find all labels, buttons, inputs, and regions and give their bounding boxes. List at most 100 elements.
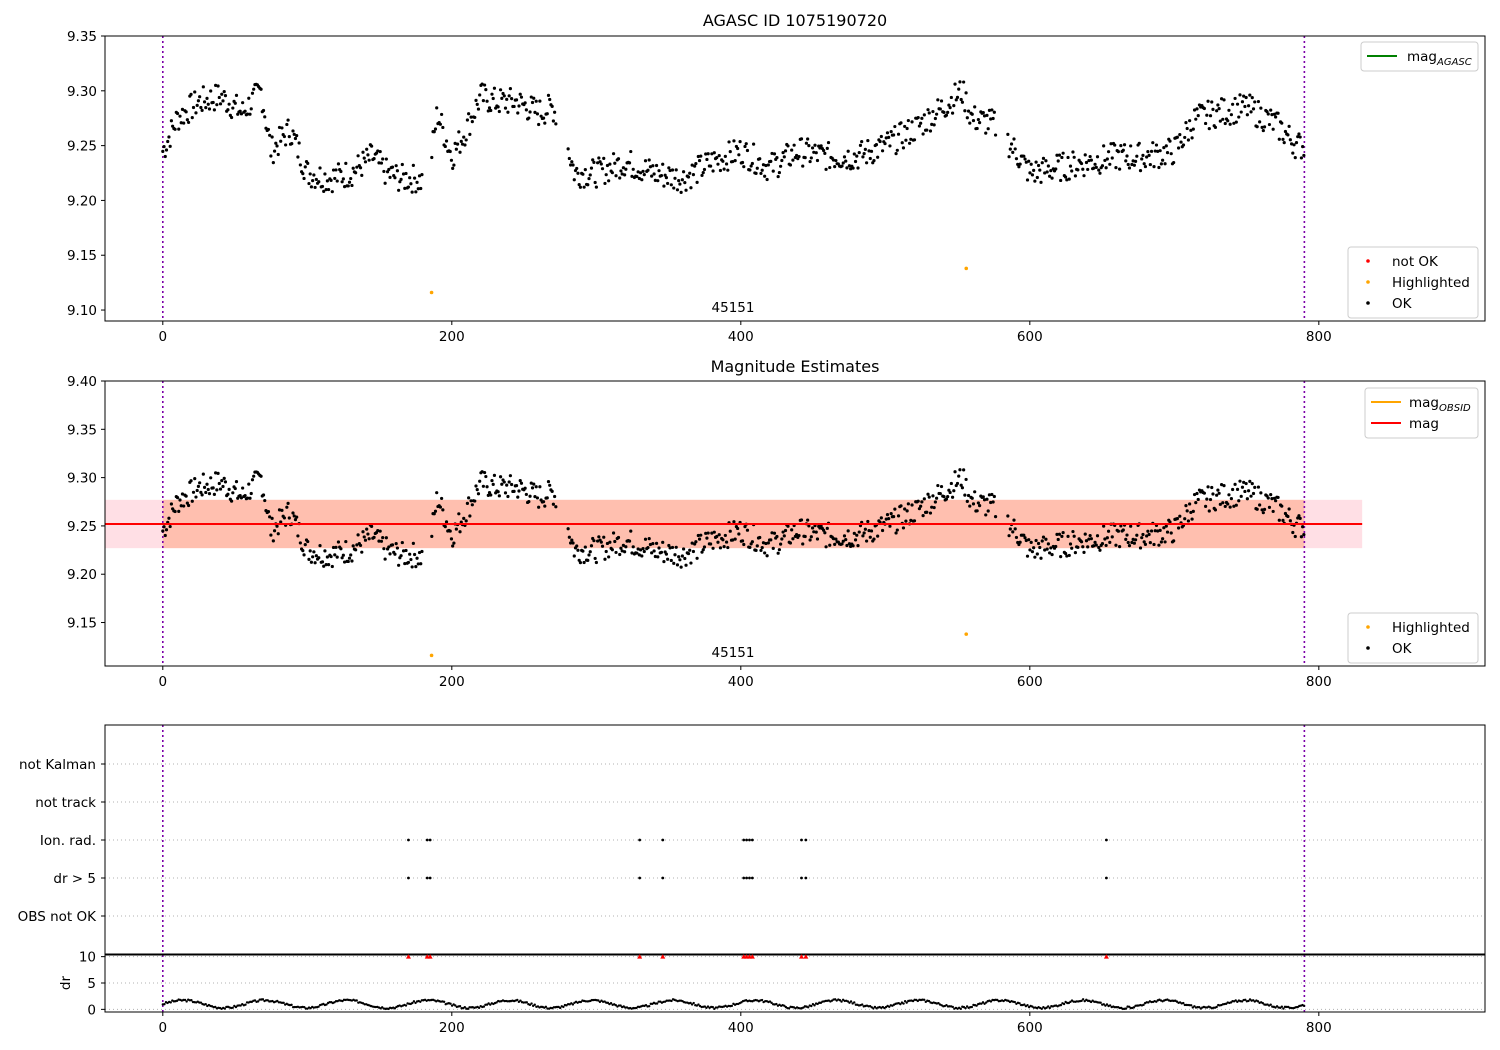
ok-point <box>710 531 714 535</box>
ok-point <box>301 172 305 176</box>
ok-point <box>928 129 933 133</box>
ok-point <box>780 537 784 541</box>
ok-point <box>855 533 859 537</box>
ok-point <box>568 163 573 167</box>
ok-point <box>1176 146 1181 150</box>
ok-point <box>390 543 395 547</box>
ok-point <box>1219 97 1224 101</box>
ok-point <box>629 529 633 533</box>
dr-point <box>1234 999 1237 1002</box>
ok-point <box>298 163 302 167</box>
ok-point <box>261 108 266 113</box>
ok-point <box>268 515 272 519</box>
ok-point <box>1269 493 1273 497</box>
ok-point <box>926 492 930 496</box>
ok-point <box>1288 519 1292 523</box>
flag-point <box>750 838 754 842</box>
ok-point <box>611 531 616 535</box>
ok-point <box>510 97 514 101</box>
ok-point <box>480 470 484 474</box>
ok-point <box>441 125 445 130</box>
ok-point <box>554 122 558 126</box>
legend-frame <box>1347 612 1479 664</box>
ok-point <box>484 88 488 92</box>
ok-point <box>936 98 940 102</box>
ok-point <box>500 482 504 486</box>
ok-point <box>1029 162 1033 166</box>
dr-point <box>234 1005 238 1009</box>
ok-point <box>643 537 648 541</box>
ok-point <box>1260 508 1264 512</box>
ok-point <box>1045 547 1049 551</box>
ok-point <box>790 528 794 532</box>
dr-point <box>873 1005 877 1009</box>
ok-point <box>715 534 719 539</box>
dr-point <box>1099 1001 1102 1004</box>
ok-point <box>475 102 479 107</box>
dr-point <box>393 1007 397 1010</box>
flag-row-label: OBS not OK <box>18 909 98 925</box>
ok-point <box>777 548 781 552</box>
ok-point <box>819 524 823 528</box>
ok-point <box>528 110 532 114</box>
ok-point <box>250 478 255 482</box>
ok-point <box>1076 545 1080 549</box>
ok-point <box>417 550 422 555</box>
ok-point <box>322 189 326 193</box>
ok-point <box>868 156 872 161</box>
ok-point <box>570 538 574 542</box>
ok-point <box>490 478 494 483</box>
ok-point <box>840 542 844 546</box>
ok-point <box>738 140 742 144</box>
dr-point <box>244 1003 247 1006</box>
ok-point <box>444 520 449 524</box>
ok-point <box>594 185 598 189</box>
ok-point <box>1243 104 1247 109</box>
ok-point <box>1189 510 1193 515</box>
ok-point <box>546 480 551 484</box>
ok-point <box>489 108 493 113</box>
ok-point <box>516 495 520 499</box>
ok-point <box>400 162 404 167</box>
legend-dot-swatch <box>1366 259 1370 263</box>
dr-point <box>1023 1003 1026 1006</box>
y-tick-label: 9.25 <box>67 519 97 535</box>
ok-point <box>1299 535 1304 539</box>
ok-point <box>851 166 855 170</box>
panel-1-legend-top[interactable]: magAGASC <box>1360 41 1479 72</box>
ok-point <box>1232 504 1236 508</box>
dr-point <box>183 998 187 1002</box>
ok-point <box>845 166 849 170</box>
ok-point <box>358 166 363 170</box>
ok-point <box>650 174 654 178</box>
ok-point <box>620 549 624 553</box>
ok-point <box>1168 139 1172 143</box>
ok-point <box>393 176 397 180</box>
y-tick-label: 5 <box>87 976 96 992</box>
dr-point <box>964 1006 967 1010</box>
ok-point <box>200 493 204 497</box>
ok-point <box>1175 516 1179 521</box>
ok-point <box>400 540 404 545</box>
ok-point <box>1084 539 1089 543</box>
dr-point <box>261 998 265 1001</box>
ok-point <box>669 558 673 563</box>
ok-point <box>607 179 611 183</box>
ok-point <box>744 142 748 146</box>
ok-point <box>1255 125 1259 129</box>
ok-point <box>1083 153 1087 157</box>
ok-point <box>731 159 735 164</box>
ok-point <box>715 156 719 160</box>
dr-point <box>1240 1000 1244 1003</box>
ok-point <box>920 500 924 504</box>
ok-point <box>883 141 887 146</box>
ok-point <box>766 541 770 545</box>
ok-point <box>763 551 767 555</box>
ok-point <box>781 530 785 534</box>
dr-clipped-marker <box>803 954 809 959</box>
ok-point <box>968 121 972 125</box>
